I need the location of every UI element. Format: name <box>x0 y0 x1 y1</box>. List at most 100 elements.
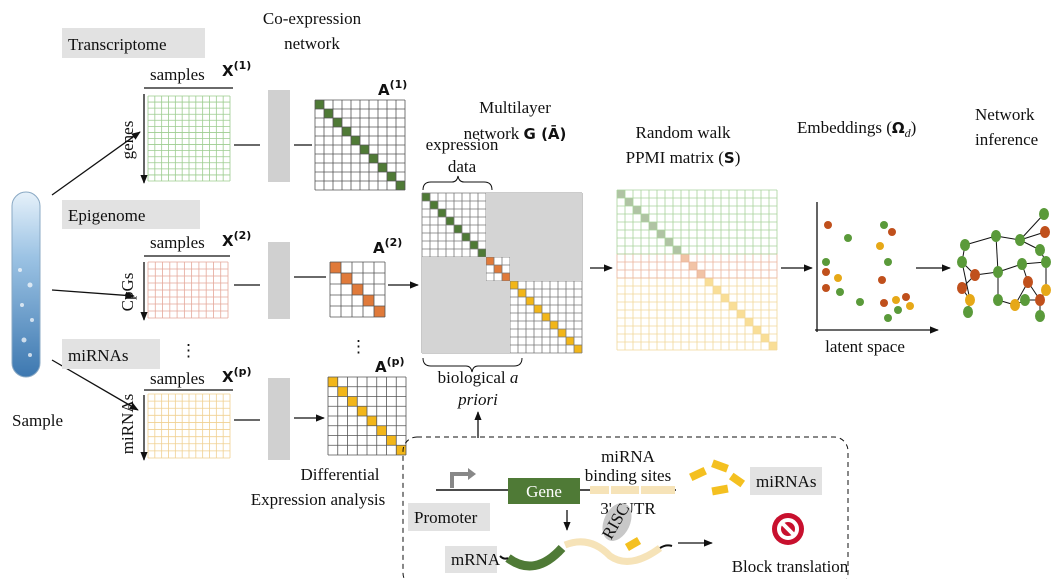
embedding-dot <box>836 288 844 296</box>
diagonal-cell <box>324 109 333 118</box>
diagonal-cell <box>387 436 397 446</box>
latent-label: latent space <box>825 337 905 356</box>
network-node <box>965 294 975 306</box>
diagonal-cell <box>369 154 378 163</box>
brace <box>423 176 492 190</box>
diagonal-cell <box>348 397 358 407</box>
mirna-icons <box>689 460 745 496</box>
gray-block <box>422 257 486 281</box>
promoter-arrow <box>452 474 470 488</box>
ppmi-label: Random walk <box>636 123 731 142</box>
network-node <box>957 282 967 294</box>
embedding-dot <box>884 258 892 266</box>
diagonal-cell <box>315 100 324 109</box>
diagonal-cell <box>665 238 673 246</box>
diagonal-cell <box>494 265 502 273</box>
embedding-dot <box>856 298 864 306</box>
adjacency-label: A(2) <box>373 236 402 257</box>
embedding-dot <box>880 299 888 307</box>
diagonal-cell <box>478 249 486 257</box>
x-axis-label: samples <box>150 369 205 388</box>
diagonal-cell <box>542 313 550 321</box>
binding-label: binding sites <box>585 466 671 485</box>
diagonal-cell <box>396 445 406 455</box>
network-node <box>1035 310 1045 322</box>
diagonal-cell <box>550 321 558 329</box>
diagonal-cell <box>566 337 574 345</box>
coexpression-label: Co-expression <box>263 9 362 28</box>
diagonal-cell <box>352 284 363 295</box>
embedding-dot <box>876 242 884 250</box>
gray-block <box>486 193 510 257</box>
network-node <box>1039 208 1049 220</box>
diagonal-cell <box>713 286 721 294</box>
diagonal-cell <box>396 181 405 190</box>
diagonal-cell <box>387 172 396 181</box>
embedding-dot <box>844 234 852 242</box>
network-node <box>993 294 1003 306</box>
expression-label: data <box>448 157 477 176</box>
gray-block <box>486 281 510 353</box>
network-node <box>991 230 1001 242</box>
diagonal-cell <box>633 206 641 214</box>
diagonal-cell <box>377 426 387 436</box>
diagonal-cell <box>502 273 510 281</box>
de-label: Expression analysis <box>251 490 386 509</box>
diagonal-cell <box>681 254 689 262</box>
embedding-dot <box>888 228 896 236</box>
x-axis-label: samples <box>150 65 205 84</box>
diagonal-cell <box>617 190 625 198</box>
diagonal-cell <box>470 241 478 249</box>
inference-label: Network <box>975 105 1035 124</box>
gray-block <box>510 257 582 281</box>
axis-arrows <box>144 390 233 460</box>
diagonal-cell <box>422 193 430 201</box>
diagonal-cell <box>534 305 542 313</box>
network-node <box>1040 226 1050 238</box>
diagonal-cell <box>657 230 665 238</box>
network-node <box>963 306 973 318</box>
diagonal-cell <box>363 295 374 306</box>
promoter-label: Promoter <box>414 508 478 527</box>
grid <box>617 278 777 350</box>
diagonal-cell <box>705 278 713 286</box>
diagonal-cell <box>462 233 470 241</box>
diagram: Sample Transcriptome Epigenome miRNAs ⋮ … <box>0 0 1051 579</box>
embedding-dot <box>824 221 832 229</box>
network-node <box>1017 258 1027 270</box>
diagonal-cell <box>378 163 387 172</box>
de-bar <box>268 242 290 319</box>
diagonal-cell <box>328 377 338 387</box>
diagonal-cell <box>338 387 348 397</box>
ellipsis: ⋮ <box>350 337 367 356</box>
diagonal-cell <box>761 334 769 342</box>
y-axis-label: CpGs <box>118 273 137 312</box>
grid <box>148 262 228 318</box>
binding-label: miRNA <box>601 447 656 466</box>
diagonal-cell <box>430 201 438 209</box>
diagonal-cell <box>360 145 369 154</box>
diagonal-cell <box>689 262 697 270</box>
diagonal-cell <box>526 297 534 305</box>
ellipsis: ⋮ <box>180 341 197 360</box>
x-axis-label: samples <box>150 233 205 252</box>
network-node <box>1041 256 1051 268</box>
multilayer-label: Multilayer <box>479 98 551 117</box>
gray-block <box>510 193 582 257</box>
network-node <box>1041 284 1051 296</box>
block-label: Block translation <box>732 557 849 576</box>
de-label: Differential <box>301 465 380 484</box>
diagonal-cell <box>697 270 705 278</box>
y-axis-label: genes <box>118 121 137 160</box>
diagonal-cell <box>357 406 367 416</box>
network-node <box>993 266 1003 278</box>
diagonal-cell <box>753 326 761 334</box>
bound-mirna <box>625 537 641 551</box>
mrna-label: mRNA <box>451 550 501 569</box>
diagonal-cell <box>351 136 360 145</box>
mirnas-label: miRNAs <box>756 472 816 491</box>
diagonal-cell <box>769 342 777 350</box>
sample-label: Sample <box>12 411 63 430</box>
gene-label: Gene <box>526 482 562 501</box>
grid <box>617 254 777 278</box>
